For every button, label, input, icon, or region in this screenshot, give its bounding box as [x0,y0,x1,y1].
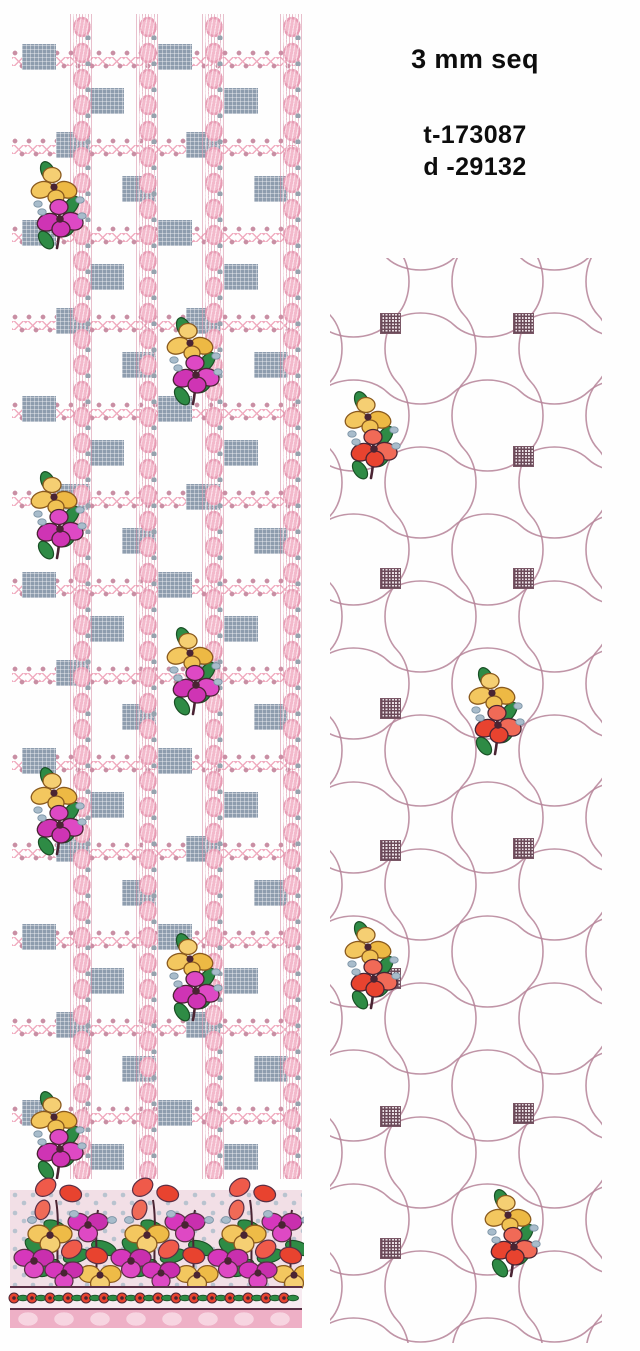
label-block: 3 mm seq t-173087 d -29132 [330,44,620,183]
flower-sprig [166,627,223,716]
grid-square [90,1144,124,1170]
flower-sprig [468,667,525,756]
flower-sprig [166,933,223,1022]
grid-square [158,1100,192,1126]
grid-square [224,792,258,818]
grid-square [224,264,258,290]
border-flowers [8,1176,304,1310]
grid-square [22,396,56,422]
flower-sprig-left [160,626,230,721]
flower-sprig [166,317,223,406]
grid-square [224,1144,258,1170]
flower-sprig [30,161,87,250]
scallop-edge [10,1310,302,1328]
rope-column [280,14,304,1179]
flower-sprig [344,391,401,480]
grid-square [90,440,124,466]
grid-square [224,968,258,994]
hatched-square [513,446,534,467]
rope-column [136,14,160,1179]
flower-sprig-left [24,766,94,861]
left-panel [8,14,304,1328]
rope-column [70,14,94,1179]
hatched-square [380,313,401,334]
hatched-square [380,840,401,861]
hatched-square [380,1238,401,1259]
grid-square [22,44,56,70]
flower-sprig [344,921,401,1010]
flower-sprig-left [24,1090,94,1179]
grid-square [90,968,124,994]
flower-sprig-right [338,390,408,485]
flower-sprig-left [160,316,230,411]
grid-square [22,572,56,598]
hatched-square [380,568,401,589]
flower-sprig-right [478,1188,548,1283]
rope-column [202,14,226,1179]
grid-square [224,440,258,466]
hatched-square [513,568,534,589]
flower-sprig-left [24,160,94,255]
grid-square [158,220,192,246]
thread-code: t-173087 [423,120,527,149]
grid-square [158,572,192,598]
design-code: d -29132 [423,152,527,181]
hatched-square [380,698,401,719]
page-title: 3 mm seq [411,44,539,74]
rope-sheen [283,14,301,1179]
grid-square [224,616,258,642]
grid-square [90,88,124,114]
grid-square [22,924,56,950]
flower-sprig-left [160,932,230,1027]
hatched-square [513,838,534,859]
flower-sprig-left [24,470,94,565]
hatched-square [513,1103,534,1124]
flower-sprig [30,471,87,560]
flower-sprig [30,1091,87,1179]
hatched-square [380,1106,401,1127]
bottom-floral-border [8,1176,304,1328]
grid-square [158,44,192,70]
grid-square [90,264,124,290]
grid-square [90,616,124,642]
flower-sprig-right [462,666,532,761]
grid-square [158,748,192,774]
right-panel [330,258,602,1343]
grid-square [224,88,258,114]
hatched-square [513,313,534,334]
flower-sprig [30,767,87,856]
left-panel-field [8,14,304,1179]
flower-sprig [484,1189,541,1278]
flower-sprig-right [338,920,408,1015]
grid-square [90,792,124,818]
rope-sheen [139,14,157,1179]
